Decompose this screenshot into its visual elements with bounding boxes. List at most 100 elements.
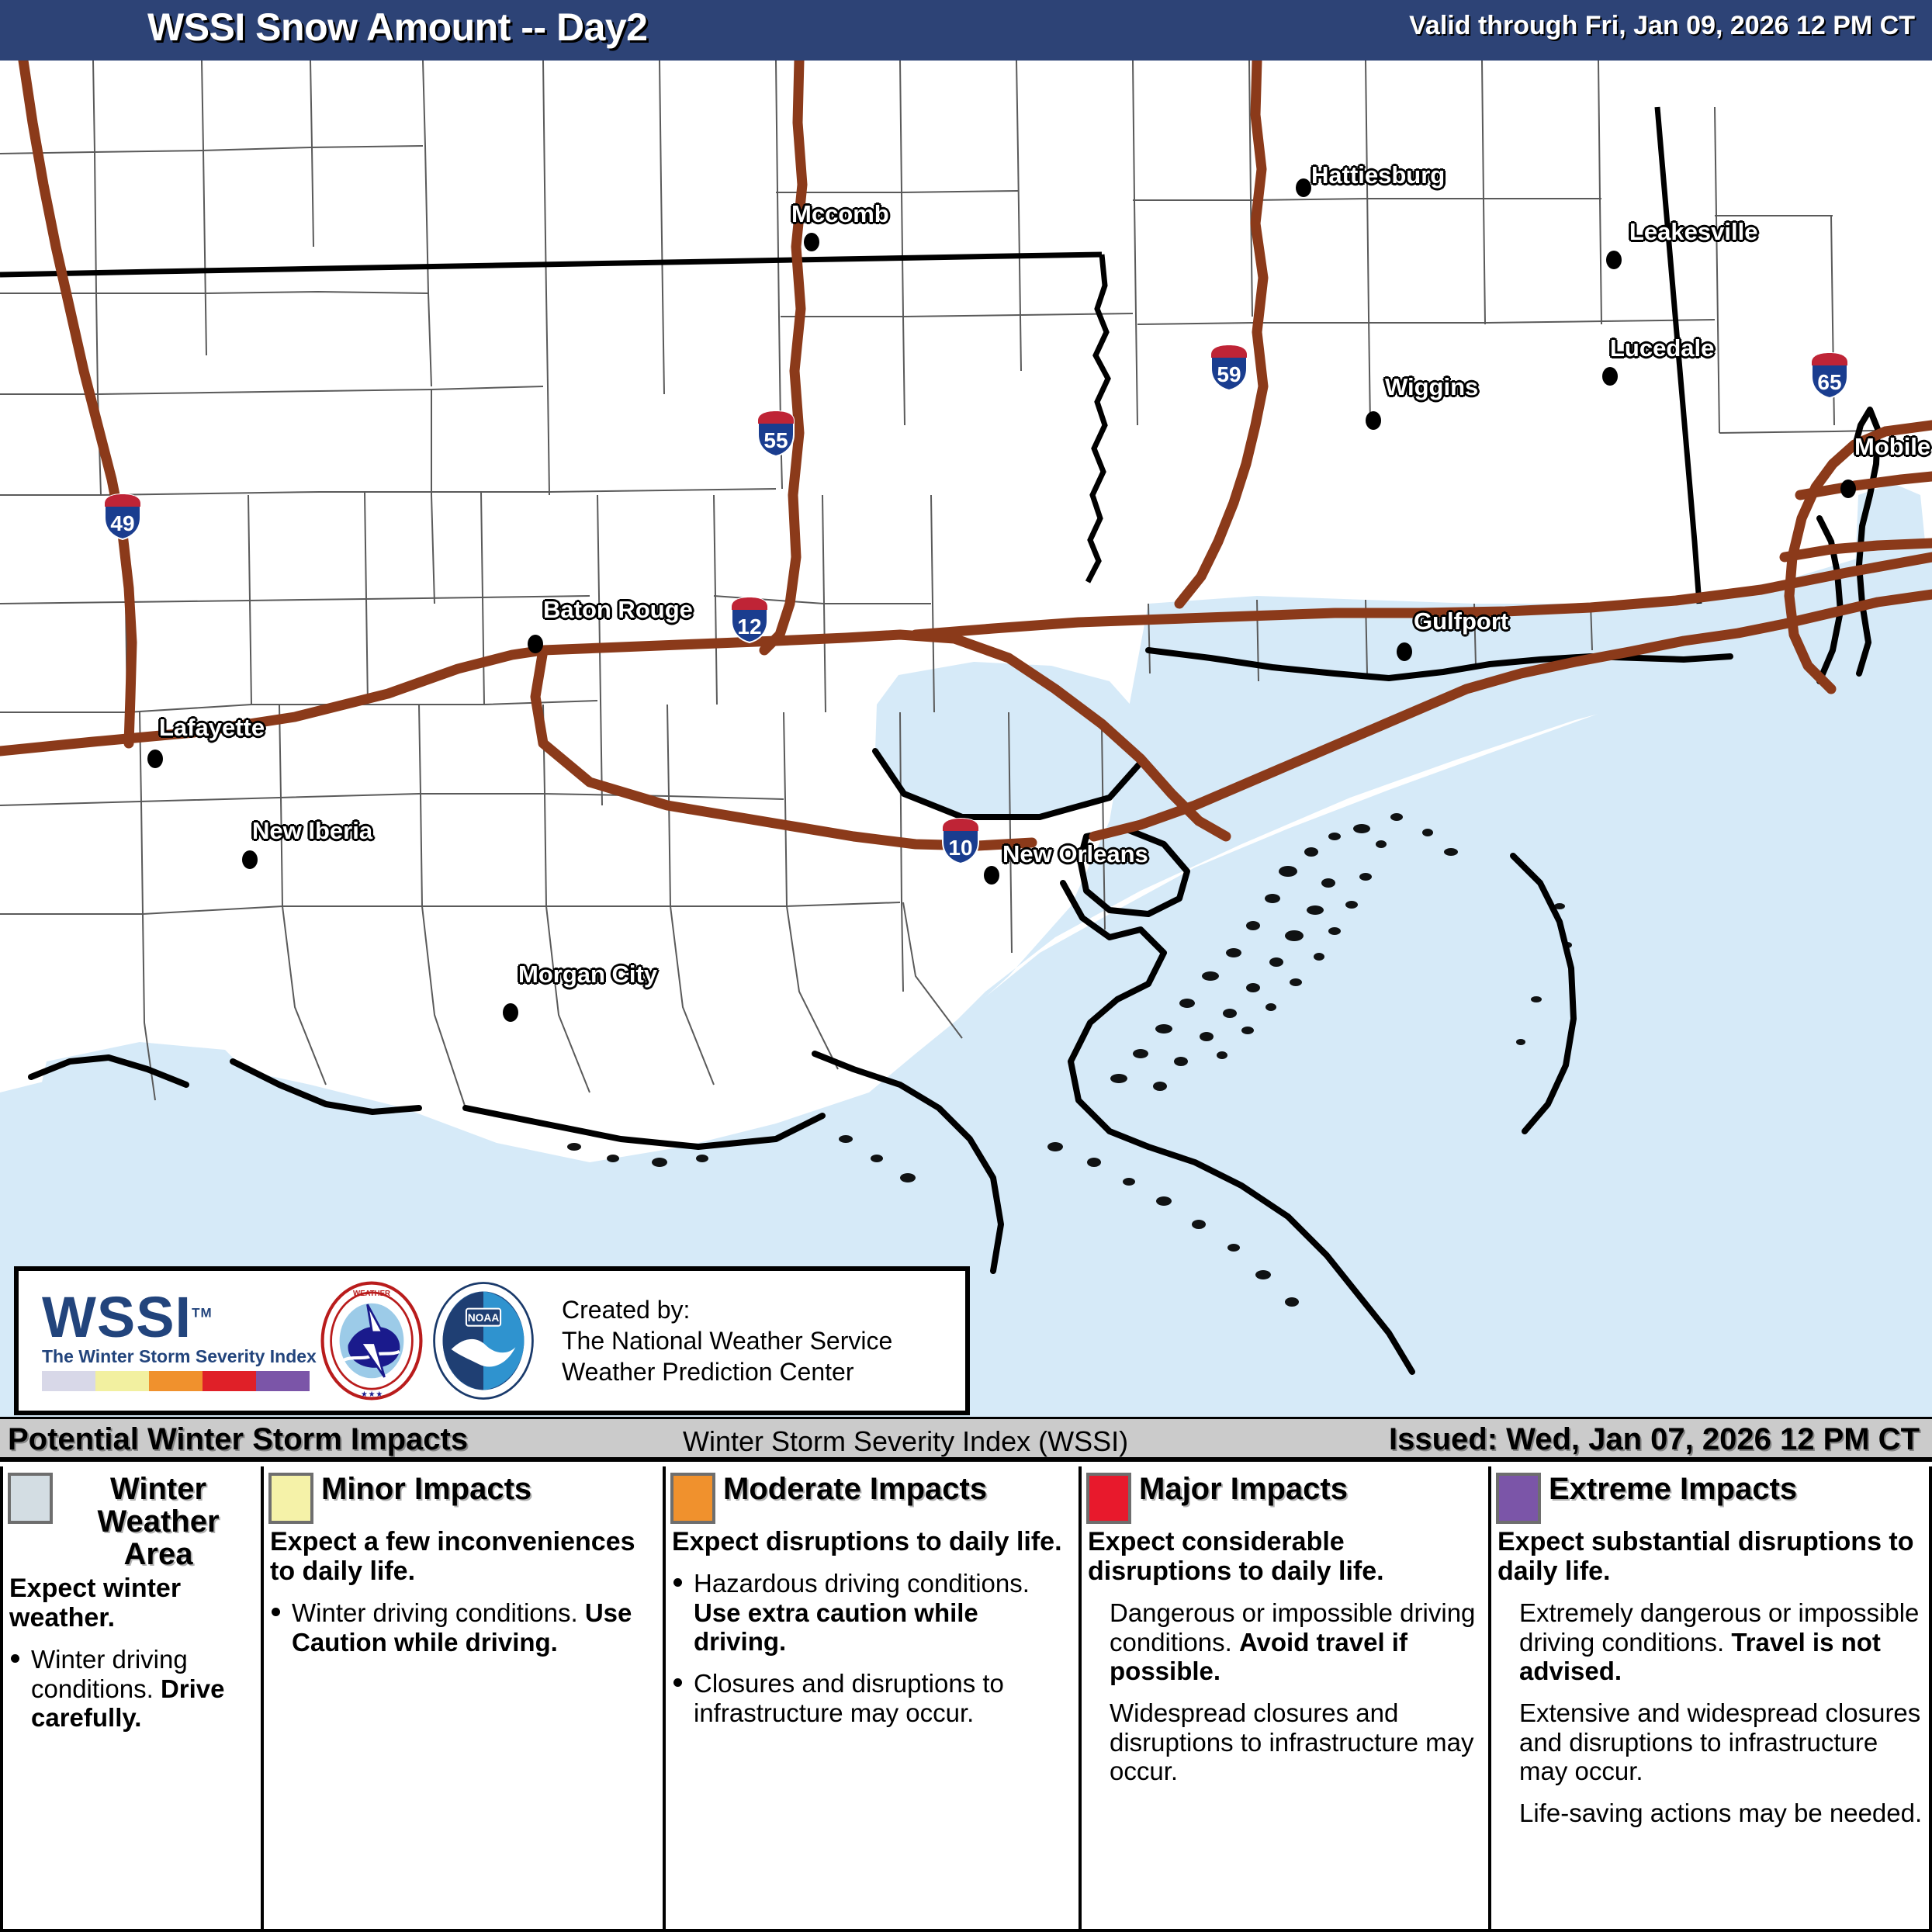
legend-head: Moderate Impacts (666, 1466, 1079, 1524)
bullet-emphasis: Use extra caution while driving. (694, 1598, 978, 1657)
legend-swatch-winter-weather-area (8, 1473, 53, 1524)
map-geometry (0, 61, 1932, 1417)
bullet-text: Widespread closures and disruptions to i… (1110, 1698, 1474, 1786)
city-dot (242, 850, 258, 869)
bullet-text: Closures and disruptions to infrastructu… (694, 1668, 1004, 1727)
shield-number: 55 (763, 428, 788, 452)
created-by-line-2: The National Weather Service (562, 1326, 893, 1355)
svg-text:★ ★ ★: ★ ★ ★ (361, 1391, 383, 1398)
interstate-shield-65: 65 (1808, 351, 1851, 400)
legend-bullets: Dangerous or impossible driving conditio… (1082, 1598, 1488, 1786)
legend-lead-text: Expect considerable disruptions to daily… (1088, 1527, 1384, 1587)
impacts-bar-title: Potential Winter Storm Impacts (8, 1422, 469, 1456)
legend-title: Minor Impacts (321, 1472, 532, 1506)
page-header: WSSI Snow Amount -- Day2 Valid through F… (0, 0, 1932, 61)
city-dot (984, 866, 999, 885)
city-dot (1296, 178, 1311, 197)
city-dot (1606, 251, 1622, 269)
legend-bullet: Dangerous or impossible driving conditio… (1088, 1598, 1482, 1686)
city-dot (503, 1003, 518, 1022)
legend-bullet: Widespread closures and disruptions to i… (1088, 1698, 1482, 1786)
bullet-text: Life-saving actions may be needed. (1519, 1798, 1923, 1827)
legend-bullet: Closures and disruptions to infrastructu… (672, 1669, 1072, 1727)
wssi-color-scale (42, 1371, 310, 1392)
svg-text:WEATHER: WEATHER (353, 1290, 390, 1298)
bullet-dot (272, 1608, 280, 1617)
noaa-seal: NOAA (433, 1282, 534, 1400)
legend-column-major-impacts[interactable]: Major Impacts Expect considerable disrupt… (1082, 1466, 1491, 1929)
legend-column-moderate-impacts[interactable]: Moderate Impacts Expect disruptions to da… (666, 1466, 1082, 1929)
legend-swatch-minor-impacts (268, 1473, 313, 1524)
legend-bullets: Winter driving conditions. Use Caution w… (264, 1598, 663, 1657)
scale-swatch-moderate (149, 1371, 203, 1392)
city-dot (1366, 411, 1381, 430)
legend-column-winter-weather-area[interactable]: Winter Weather Area Expect winter weather… (0, 1466, 264, 1929)
legend-title: Major Impacts (1139, 1472, 1348, 1506)
legend-swatch-moderate-impacts (670, 1473, 715, 1524)
interstate-shield-10: 10 (939, 817, 982, 865)
legend-bullet: Extremely dangerous or impossible drivin… (1497, 1598, 1923, 1686)
agency-seals: WEATHER ★ ★ ★ NOAA (307, 1279, 548, 1403)
legend-lead-text: Expect substantial disruptions to daily … (1497, 1527, 1914, 1587)
legend-column-extreme-impacts[interactable]: Extreme Impacts Expect substantial disrup… (1491, 1466, 1932, 1929)
bullet-emphasis: Travel is not advised. (1519, 1627, 1881, 1686)
wssi-wordmark: WSSITM (42, 1284, 213, 1349)
legend-bullet: Life-saving actions may be needed. (1497, 1799, 1923, 1828)
issued-timestamp: Issued: Wed, Jan 07, 2026 12 PM CT (1389, 1422, 1920, 1456)
bullet-text: Winter driving conditions. (31, 1645, 188, 1703)
interstate-shield-59: 59 (1207, 344, 1251, 392)
legend-swatch-major-impacts (1086, 1473, 1131, 1524)
legend-head: Minor Impacts (264, 1466, 663, 1524)
legend-lead-text: Expect disruptions to daily life. (672, 1527, 1062, 1556)
map-canvas[interactable]: Hattiesburg Mccomb Leakesville Lucedale … (0, 61, 1932, 1417)
shield-number: 49 (110, 511, 135, 535)
shield-number: 12 (737, 615, 762, 639)
legend-lead-text: Expect winter weather. (9, 1574, 182, 1633)
bullet-text: Hazardous driving conditions. (694, 1569, 1030, 1598)
city-dot (1840, 480, 1856, 498)
city-dot (804, 233, 819, 251)
created-by-block: Created by: The National Weather Service… (548, 1294, 892, 1388)
bullet-dot (11, 1654, 19, 1664)
created-by-line-1: Created by: (562, 1295, 691, 1324)
legend-bullets: Extremely dangerous or impossible drivin… (1491, 1598, 1929, 1827)
bullet-dot (673, 1578, 682, 1587)
legend-head: Extreme Impacts (1491, 1466, 1929, 1524)
wssi-logo: WSSITM The Winter Storm Severity Index (19, 1284, 317, 1392)
legend-bullets: Winter driving conditions. Drive careful… (3, 1645, 261, 1733)
scale-swatch-winter (42, 1371, 95, 1392)
legend-bullet: Extensive and widespread closures and di… (1497, 1698, 1923, 1786)
bullet-emphasis: Use Caution while driving. (292, 1598, 632, 1657)
scale-swatch-extreme (256, 1371, 310, 1392)
legend-bullet: Winter driving conditions. Use Caution w… (270, 1598, 656, 1657)
legend-lead-text: Expect a few inconveniences to daily lif… (270, 1527, 635, 1587)
shield-number: 59 (1217, 362, 1241, 386)
bullet-text: Extensive and widespread closures and di… (1519, 1698, 1921, 1786)
legend-title: Moderate Impacts (723, 1472, 988, 1506)
legend-title: Extreme Impacts (1549, 1472, 1798, 1506)
interstate-shield-12: 12 (728, 596, 771, 644)
impacts-header-bar: Potential Winter Storm Impacts Winter St… (0, 1417, 1932, 1462)
legend-bullet: Winter driving conditions. Drive careful… (9, 1645, 254, 1733)
bullet-emphasis: Drive carefully. (31, 1674, 225, 1733)
city-dot (1397, 642, 1412, 661)
city-dot (528, 635, 543, 653)
city-dot (1602, 367, 1618, 386)
wssi-tagline: The Winter Storm Severity Index (42, 1346, 317, 1367)
city-dot (147, 750, 163, 768)
shield-number: 65 (1817, 370, 1842, 394)
interstate-shield-49: 49 (101, 493, 144, 541)
created-by-line-3: Weather Prediction Center (562, 1358, 854, 1387)
legend-bullet: Hazardous driving conditions. Use extra … (672, 1569, 1072, 1657)
legend-title: Winter Weather Area (97, 1472, 220, 1571)
svg-text:NOAA: NOAA (468, 1312, 500, 1324)
legend-column-minor-impacts[interactable]: Minor Impacts Expect a few inconveniences… (264, 1466, 666, 1929)
trademark-symbol: TM (192, 1305, 213, 1321)
bullet-text: Winter driving conditions. (292, 1598, 585, 1628)
bullet-emphasis: Avoid travel if possible. (1110, 1627, 1407, 1686)
scale-swatch-minor (95, 1371, 149, 1392)
impacts-bar-subtitle: Winter Storm Severity Index (WSSI) (683, 1425, 1129, 1457)
bullet-text: Dangerous or impossible driving conditio… (1110, 1598, 1476, 1657)
wssi-credit-box: WSSITM The Winter Storm Severity Index W… (14, 1266, 970, 1415)
